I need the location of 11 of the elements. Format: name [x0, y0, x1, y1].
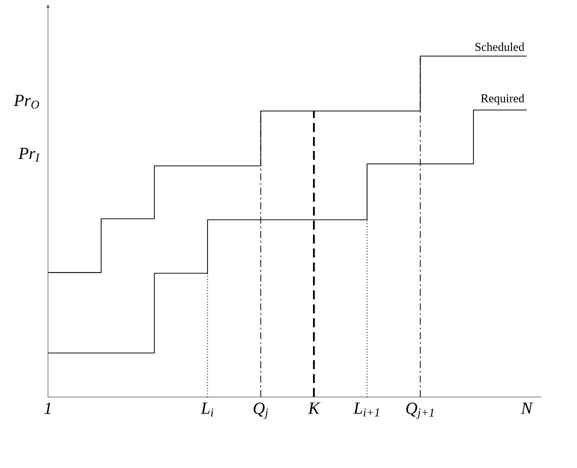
series-label: Scheduled [475, 42, 524, 51]
series-label: Required [480, 94, 524, 105]
x-tick-label: L$_{i}$ [200, 402, 214, 416]
x-tick-label: Q$_{j+1}$ [406, 402, 434, 419]
x-tick-label: K [308, 402, 320, 414]
text: Pr$_{O}$ [14, 94, 40, 109]
x-tick-label: L$_{i+1}$ [353, 402, 379, 416]
x-tick-label: N [520, 402, 534, 414]
x-tick-label: 1 [44, 402, 50, 414]
text: Pr$_{I}$ [18, 148, 40, 162]
x-tick-label: Q$_{j}$ [254, 402, 268, 419]
